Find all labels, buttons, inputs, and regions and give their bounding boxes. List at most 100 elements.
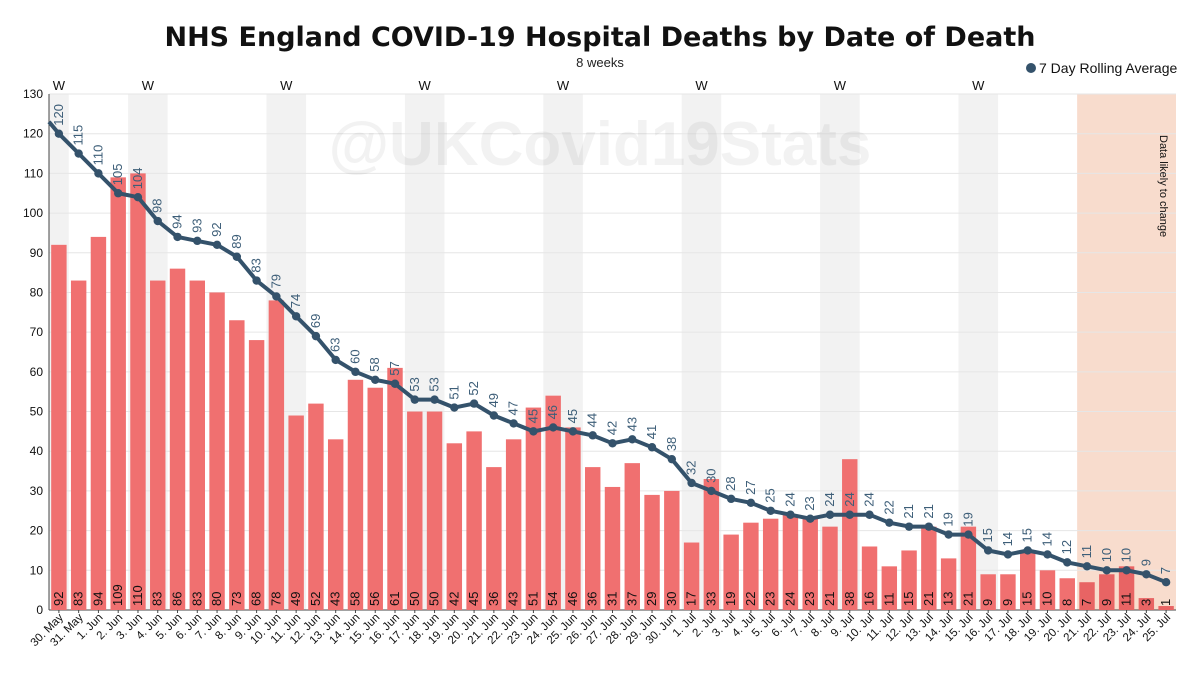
rolling-average-point: [1003, 550, 1013, 559]
y-tick-label: 110: [24, 166, 43, 180]
rolling-average-point: [647, 443, 657, 452]
rolling-average-point: [845, 510, 854, 519]
bar: [683, 542, 700, 610]
rolling-average-label: 9: [1138, 559, 1153, 566]
y-tick-label: 50: [30, 405, 44, 419]
bar-value-label: 30: [664, 592, 679, 606]
rolling-average-label: 45: [525, 409, 540, 423]
legend-label: 7 Day Rolling Average: [1039, 60, 1177, 76]
bar-value-label: 36: [585, 592, 600, 606]
rolling-average-label: 7: [1158, 567, 1173, 574]
rolling-average-point: [964, 530, 973, 539]
bar: [940, 558, 957, 610]
bar-value-label: 42: [446, 592, 461, 606]
bar-value-label: 83: [71, 592, 86, 606]
y-tick-label: 40: [30, 444, 44, 458]
rolling-average-point: [687, 478, 696, 488]
rolling-average-label: 24: [842, 492, 857, 506]
bar-value-label: 43: [328, 592, 343, 606]
bar: [90, 236, 107, 610]
bar-value-label: 54: [545, 592, 560, 606]
bar-value-label: 73: [229, 592, 244, 606]
bars: [51, 173, 1174, 611]
rolling-average-label: 45: [565, 409, 580, 423]
bar: [426, 411, 443, 610]
rolling-average-point: [430, 395, 439, 404]
bar: [347, 379, 364, 610]
bar-value-label: 21: [921, 592, 936, 606]
week-marker: W: [557, 78, 570, 93]
rolling-average-point: [1063, 558, 1072, 567]
bar-value-label: 19: [723, 592, 738, 606]
rolling-average-label: 60: [347, 349, 362, 363]
rolling-average-point: [608, 439, 617, 448]
rolling-average-label: 104: [130, 167, 145, 189]
week-marker: W: [695, 78, 708, 93]
rolling-average-label: 11: [1079, 545, 1094, 559]
bar-value-label: 52: [308, 592, 323, 606]
bar-value-label: 22: [743, 592, 758, 606]
rolling-average-label: 41: [644, 425, 659, 439]
rolling-average-point: [667, 454, 677, 464]
rolling-average-point: [390, 379, 400, 388]
bar: [70, 280, 87, 610]
bar: [150, 280, 166, 610]
bar: [980, 574, 996, 610]
bar-value-label: 68: [249, 592, 264, 606]
bar-value-label: 50: [427, 592, 442, 606]
rolling-average-label: 47: [506, 401, 521, 415]
rolling-average-point: [924, 522, 934, 531]
rolling-average-point: [153, 216, 162, 226]
bar-value-label: 13: [941, 592, 956, 606]
bar: [110, 177, 126, 610]
week-marker: W: [972, 78, 985, 93]
rolling-average-label: 14: [1000, 532, 1015, 546]
bar: [901, 550, 917, 610]
bar-value-label: 51: [525, 592, 540, 606]
y-tick-label: 10: [30, 563, 44, 577]
week-marker: W: [280, 78, 293, 93]
y-tick-label: 20: [30, 524, 44, 538]
bar: [1158, 606, 1174, 610]
rolling-average-label: 23: [802, 496, 817, 510]
rolling-average-point: [173, 232, 182, 242]
rolling-average-point: [351, 367, 360, 377]
bar-value-label: 110: [130, 585, 145, 606]
rolling-average-point: [133, 193, 143, 202]
rolling-average-point: [568, 427, 578, 436]
rolling-average-label: 28: [723, 476, 738, 490]
rolling-average-point: [311, 331, 321, 341]
bar-value-label: 83: [189, 592, 204, 606]
rolling-average-label: 19: [941, 512, 956, 526]
rolling-average-label: 93: [189, 218, 204, 232]
rolling-average-label: 79: [268, 274, 283, 288]
rolling-average-point: [410, 395, 419, 404]
chart-title: NHS England COVID-19 Hospital Deaths by …: [164, 22, 1035, 53]
rolling-average-point: [1102, 566, 1111, 575]
bar-value-label: 1: [1158, 599, 1173, 606]
bar: [703, 479, 720, 610]
bar-value-label: 7: [1079, 599, 1094, 606]
rolling-average-point: [54, 129, 64, 138]
rolling-average-point: [746, 498, 756, 508]
bar-value-label: 9: [980, 599, 995, 606]
rolling-average-label: 44: [585, 413, 600, 427]
bar-value-label: 56: [367, 592, 382, 606]
rolling-average-point: [529, 427, 538, 436]
bar: [842, 459, 858, 610]
bar: [921, 526, 937, 610]
bar-value-label: 15: [1020, 592, 1035, 606]
bar: [387, 367, 403, 610]
rolling-average-label: 94: [170, 214, 185, 228]
rolling-average-label: 30: [703, 468, 718, 482]
rolling-average-point: [944, 530, 953, 539]
y-tick-label: 60: [30, 365, 44, 379]
bar: [1118, 566, 1135, 610]
rolling-average-label: 110: [90, 145, 105, 166]
rolling-average-point: [232, 252, 242, 261]
bar-value-label: 50: [407, 592, 422, 606]
bar: [1099, 574, 1115, 610]
rolling-average-label: 24: [782, 492, 797, 506]
